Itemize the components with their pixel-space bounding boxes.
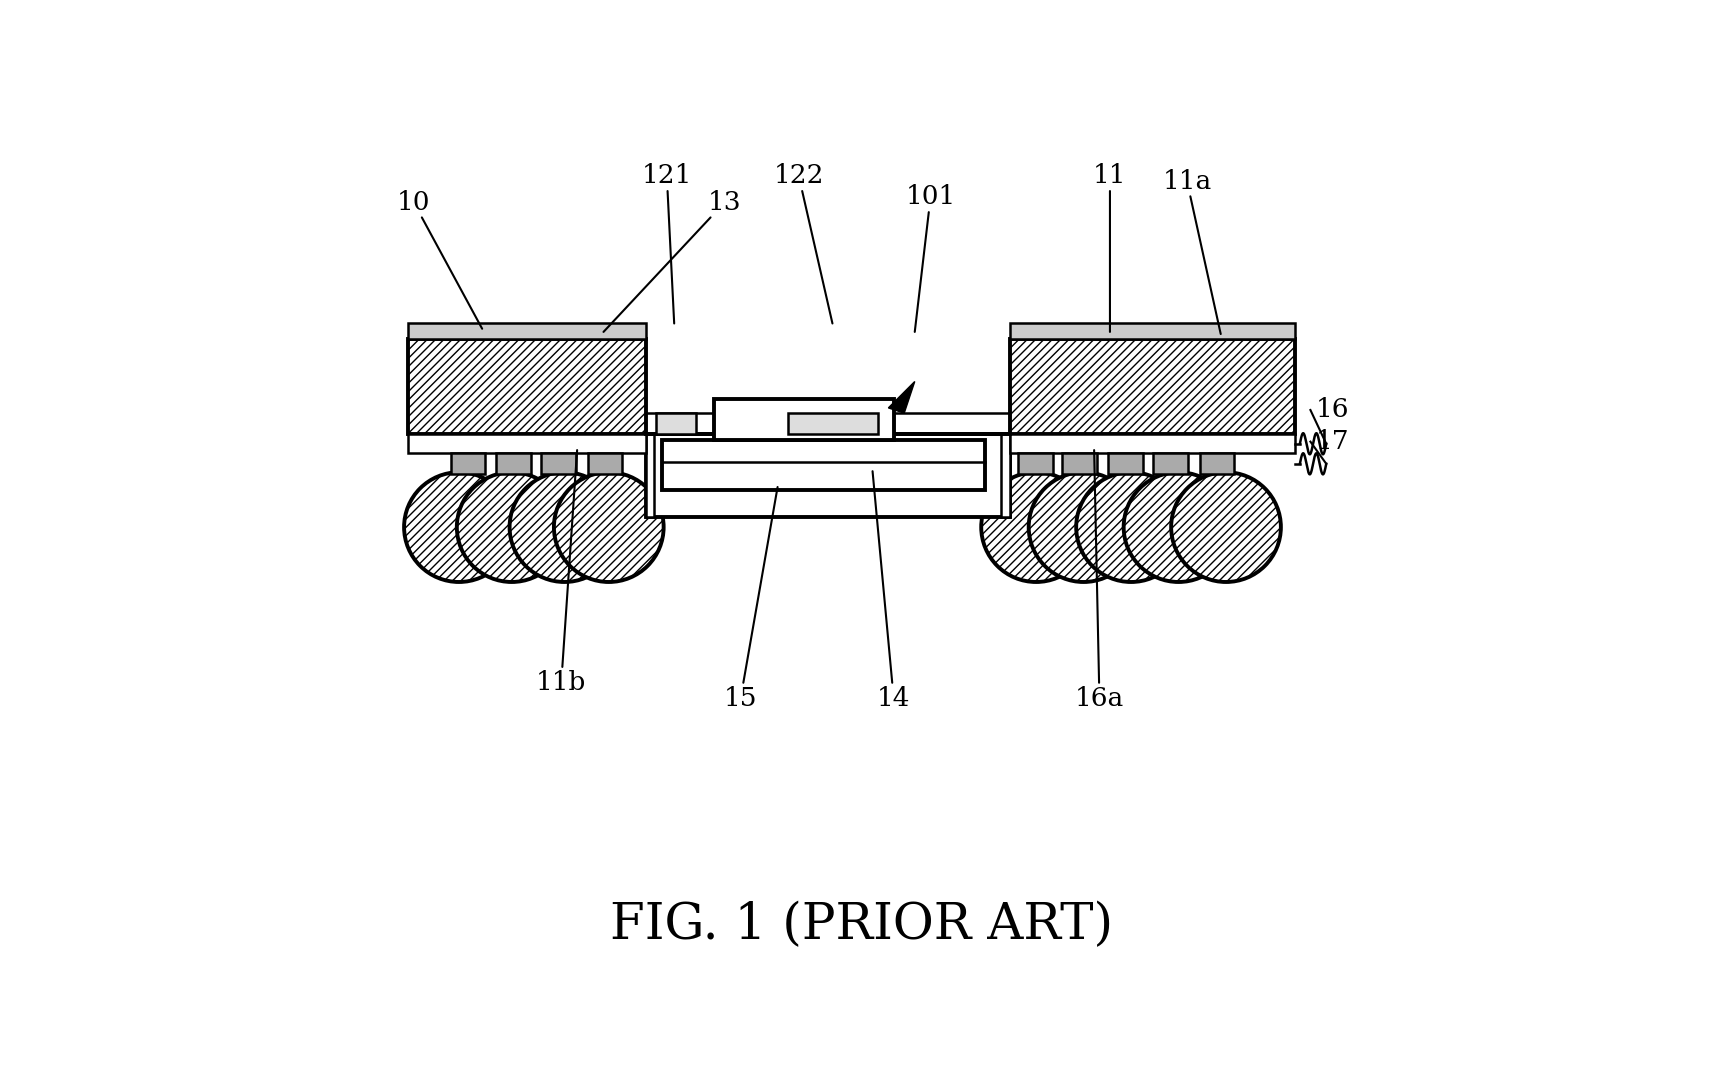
Bar (1010, 434, 1294, 453)
Bar (1108, 453, 1142, 475)
Text: 13: 13 (603, 189, 741, 331)
Circle shape (1170, 472, 1280, 582)
Bar (1199, 453, 1234, 475)
Bar (408, 324, 646, 339)
Bar (1061, 453, 1096, 475)
Bar (1010, 339, 1294, 434)
Bar (1153, 453, 1187, 475)
Text: 11a: 11a (1161, 169, 1220, 334)
Text: 101: 101 (905, 184, 955, 331)
Bar (541, 453, 575, 475)
Text: 16a: 16a (1073, 450, 1123, 711)
Text: 11: 11 (1092, 164, 1127, 331)
Text: 11b: 11b (536, 450, 586, 695)
Circle shape (553, 472, 663, 582)
Circle shape (1123, 472, 1232, 582)
Bar (408, 339, 646, 434)
Text: 17: 17 (1315, 429, 1349, 454)
Text: 14: 14 (872, 471, 910, 711)
Circle shape (1029, 472, 1137, 582)
Bar (496, 453, 531, 475)
Bar (646, 434, 653, 516)
Bar (787, 413, 877, 434)
Circle shape (403, 472, 513, 582)
Text: 122: 122 (774, 164, 832, 324)
Bar (588, 453, 622, 475)
Bar (1010, 324, 1294, 339)
Circle shape (457, 472, 567, 582)
Circle shape (1075, 472, 1185, 582)
Bar (646, 434, 1010, 516)
Text: 16: 16 (1315, 398, 1349, 422)
Polygon shape (887, 382, 915, 413)
Bar (408, 434, 646, 453)
Circle shape (510, 472, 619, 582)
Bar (450, 453, 486, 475)
Bar (1018, 453, 1053, 475)
Text: FIG. 1 (PRIOR ART): FIG. 1 (PRIOR ART) (610, 900, 1113, 949)
Text: 15: 15 (724, 487, 777, 711)
Circle shape (980, 472, 1091, 582)
Text: 121: 121 (641, 164, 691, 324)
Bar (662, 439, 986, 491)
Bar (713, 400, 893, 439)
Bar (1001, 434, 1010, 516)
Bar (656, 413, 696, 434)
Text: 10: 10 (396, 189, 482, 329)
